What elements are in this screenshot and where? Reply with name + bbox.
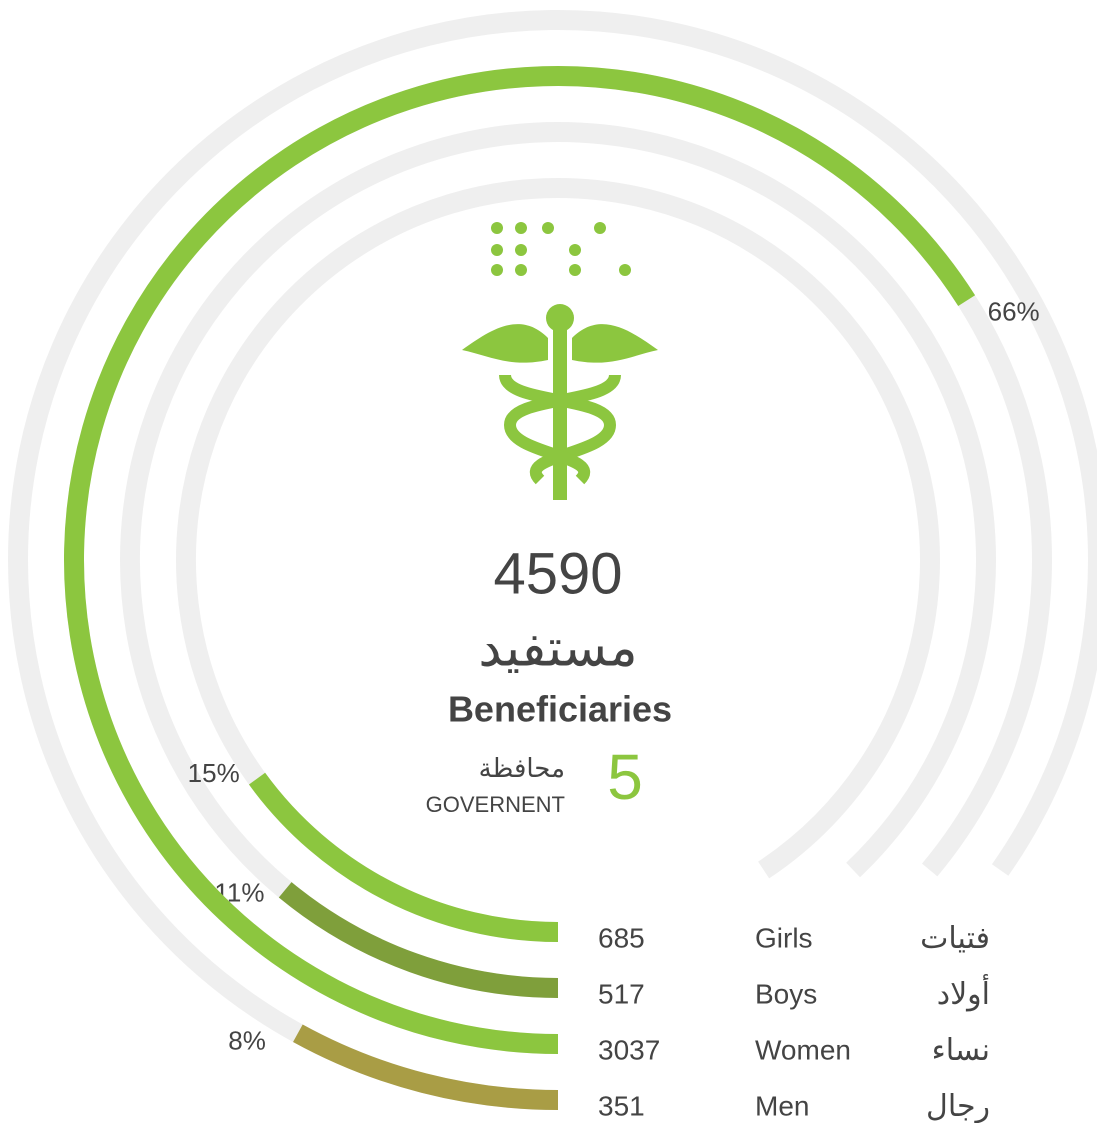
value-label: 685 xyxy=(598,922,645,953)
ring-bar xyxy=(278,882,559,998)
category-label-ar: رجال xyxy=(926,1090,990,1123)
value-label: 517 xyxy=(598,978,645,1009)
category-label-ar: فتيات xyxy=(920,922,990,955)
governorates-label-ar: محافظة xyxy=(479,753,565,783)
governorates-value: 5 xyxy=(607,741,643,813)
category-label: Men xyxy=(755,1090,809,1121)
ring-bar xyxy=(248,772,559,942)
value-label: 3037 xyxy=(598,1034,660,1065)
ring-bar xyxy=(293,1024,559,1110)
ring-track xyxy=(7,10,1097,1110)
total-label-en: Beneficiaries xyxy=(448,689,672,730)
category-label: Women xyxy=(755,1034,851,1065)
total-label-ar: مستفيد xyxy=(478,620,637,678)
category-label-ar: نساء xyxy=(932,1034,990,1067)
percentage-label: 66% xyxy=(988,297,1040,327)
value-label: 351 xyxy=(598,1090,645,1121)
category-label: Boys xyxy=(755,978,817,1009)
category-label-ar: أولاد xyxy=(937,973,990,1012)
caduceus-icon xyxy=(462,222,658,500)
percentage-label: 8% xyxy=(228,1025,266,1055)
category-label: Girls xyxy=(755,922,813,953)
percentage-label: 15% xyxy=(188,758,240,788)
ring-track xyxy=(120,122,996,998)
governorates-label-en: GOVERNENT xyxy=(426,792,565,817)
total-value: 4590 xyxy=(493,541,622,606)
ring-bar xyxy=(64,66,976,1054)
